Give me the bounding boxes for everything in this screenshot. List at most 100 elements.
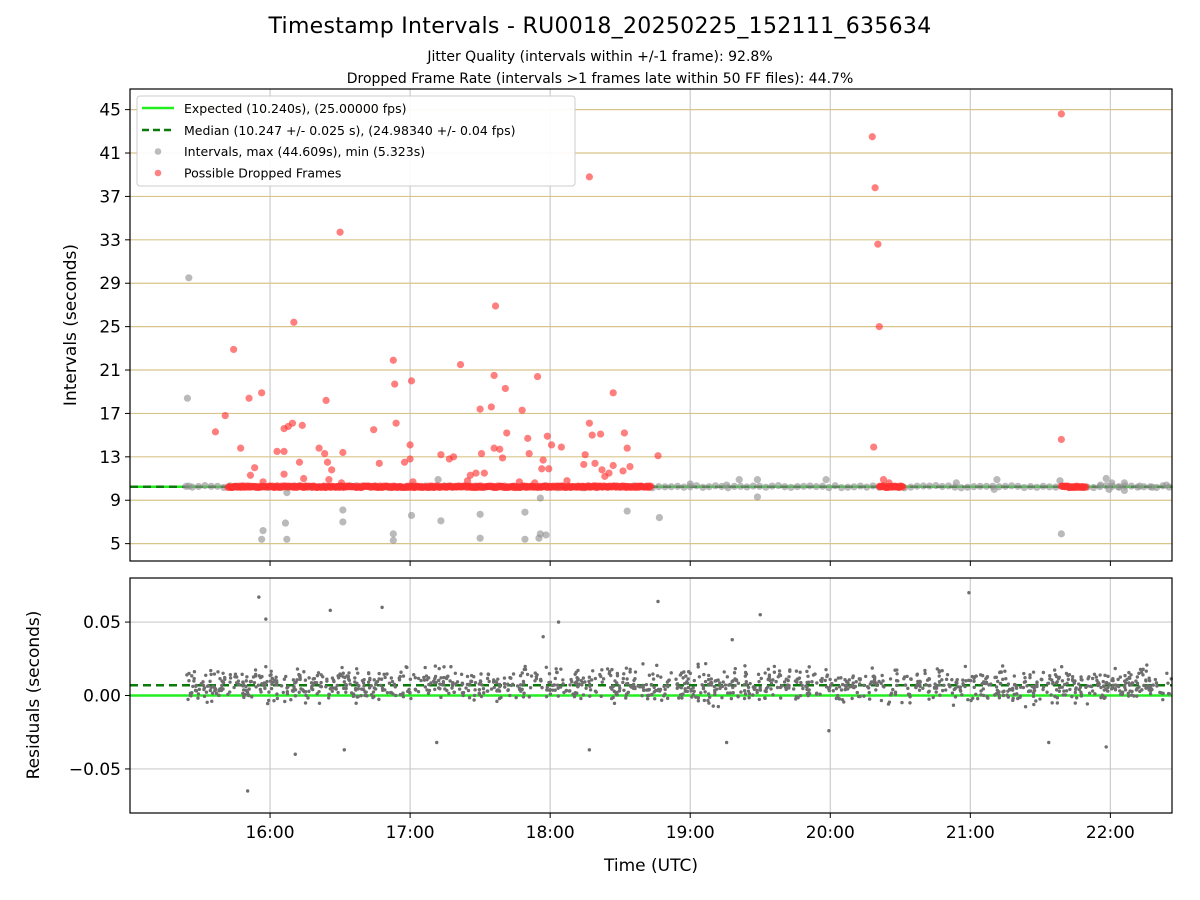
residual-point: [581, 693, 586, 697]
residual-point: [1129, 673, 1133, 677]
residual-point: [692, 689, 696, 694]
residual-point: [379, 677, 384, 681]
residual-point: [519, 689, 523, 693]
residual-point: [1002, 689, 1006, 693]
residual-point: [937, 679, 942, 684]
residual-point: [439, 695, 443, 700]
residual-point: [435, 740, 439, 745]
residual-point: [1052, 668, 1057, 672]
residual-point: [709, 680, 713, 685]
residual-point: [206, 684, 211, 688]
dropped-frame-point: [437, 451, 445, 459]
residual-point: [298, 677, 302, 682]
residual-point: [769, 681, 774, 685]
residual-point: [935, 667, 940, 671]
residual-point: [192, 670, 197, 674]
interval-point: [1108, 482, 1117, 490]
residual-point: [950, 677, 954, 682]
residual-point: [677, 696, 681, 700]
residual-point: [902, 677, 906, 681]
residual-point: [877, 679, 881, 684]
residual-point: [961, 678, 965, 682]
residual-point: [924, 682, 928, 687]
residual-point: [1138, 667, 1143, 672]
residual-point: [433, 687, 437, 692]
residual-point: [461, 690, 466, 695]
interval-point: [195, 482, 203, 491]
residual-point: [726, 691, 730, 695]
residual-point: [1150, 687, 1154, 692]
residual-point: [263, 682, 267, 686]
residual-point: [414, 688, 418, 692]
residual-point: [994, 692, 998, 696]
residual-point: [1051, 682, 1055, 686]
interval-point: [1159, 482, 1167, 490]
residual-point: [1154, 681, 1159, 685]
residual-point: [477, 691, 481, 695]
legend-expected: Expected (10.240s), (25.00000 fps): [184, 101, 406, 116]
residual-point: [715, 687, 719, 691]
residual-point: [266, 698, 271, 703]
dropped-frame-point: [407, 377, 416, 385]
dropped-frame-point: [868, 133, 876, 141]
residual-point: [552, 683, 557, 687]
x-tick-label: 21:00: [946, 823, 995, 843]
residual-point: [295, 678, 299, 682]
dropped-frame-point: [623, 444, 631, 452]
residual-point: [355, 695, 359, 699]
residual-point: [270, 676, 275, 681]
residual-point: [1076, 682, 1081, 686]
residual-point: [319, 684, 324, 689]
residual-point: [545, 688, 549, 692]
residual-point: [1064, 689, 1069, 693]
interval-point: [1026, 482, 1035, 491]
residual-point: [383, 688, 387, 692]
residual-point: [967, 590, 971, 595]
residual-point: [269, 686, 274, 691]
dropped-frame-point: [409, 478, 417, 486]
residual-point: [683, 687, 687, 691]
residual-point: [196, 696, 200, 700]
residual-point: [554, 670, 559, 675]
residual-point: [1001, 693, 1006, 698]
interval-point: [989, 482, 997, 490]
residual-point: [680, 696, 684, 700]
intervals-y-tick-label: 5: [110, 535, 121, 555]
residual-point: [766, 685, 770, 689]
residual-point: [529, 674, 534, 678]
residual-point: [996, 679, 1000, 684]
residual-point: [297, 690, 301, 694]
interval-point: [945, 482, 953, 490]
residual-point: [713, 679, 717, 683]
residual-point: [1046, 681, 1051, 686]
residual-point: [481, 687, 486, 691]
interval-point: [1039, 482, 1047, 490]
residual-point: [960, 693, 964, 697]
residual-point: [518, 683, 523, 687]
dropped-frame-point: [321, 449, 329, 458]
residual-point: [1070, 694, 1074, 699]
residual-point: [1019, 685, 1023, 689]
residual-point: [472, 693, 477, 698]
residual-point: [473, 688, 477, 692]
residual-point: [1028, 675, 1032, 680]
residual-point: [1023, 705, 1028, 709]
interval-point: [281, 519, 290, 527]
residual-point: [718, 681, 722, 685]
residual-point: [769, 687, 773, 691]
residual-point: [486, 672, 490, 676]
residual-point: [1086, 677, 1090, 681]
residual-point: [938, 693, 942, 697]
residual-point: [881, 679, 885, 683]
residual-point: [423, 685, 428, 689]
dropped-frame-point: [581, 451, 589, 459]
residual-point: [1094, 675, 1099, 679]
dropped-frame-point: [557, 443, 565, 451]
residual-point: [264, 617, 268, 621]
interval-point: [1020, 483, 1028, 492]
residual-point: [222, 675, 227, 680]
residual-point: [722, 670, 726, 674]
residual-point: [835, 693, 840, 698]
residual-point: [679, 686, 684, 690]
residual-point: [268, 679, 273, 683]
